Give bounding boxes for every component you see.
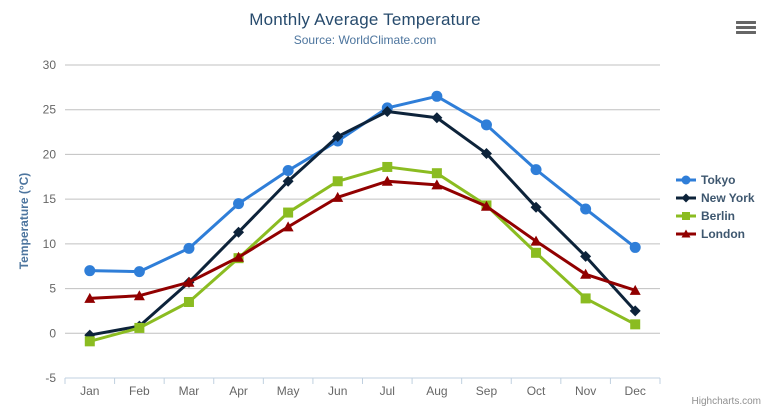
chart-title: Monthly Average Temperature xyxy=(249,10,481,29)
circle-marker xyxy=(629,241,641,253)
circle-marker xyxy=(431,90,443,102)
series-new-york xyxy=(84,106,641,341)
x-tick-label: Jan xyxy=(80,384,99,398)
diamond-marker xyxy=(282,175,294,187)
export-menu-button[interactable] xyxy=(735,20,757,36)
triangle-marker xyxy=(133,290,145,301)
legend-item-new-york[interactable]: New York xyxy=(676,189,755,207)
series-line-new-york xyxy=(88,110,637,337)
series-tokyo xyxy=(84,90,641,278)
square-marker xyxy=(84,336,95,347)
triangle-marker xyxy=(183,276,195,287)
hamburger-icon xyxy=(736,21,756,35)
legend-label: Tokyo xyxy=(701,173,736,187)
diamond-marker xyxy=(629,305,641,317)
x-tick-label: Feb xyxy=(129,384,150,398)
series-line-london xyxy=(88,179,637,300)
square-marker xyxy=(134,322,145,333)
circle-marker xyxy=(580,203,592,215)
diamond-marker xyxy=(530,201,542,213)
circle-marker xyxy=(133,266,145,278)
x-tick-label: Sep xyxy=(476,384,498,398)
square-marker xyxy=(183,296,194,307)
y-tick-label: 15 xyxy=(43,192,57,206)
square-marker xyxy=(531,247,542,258)
circle-marker xyxy=(183,242,195,254)
diamond-marker xyxy=(431,112,443,124)
series-line-berlin xyxy=(88,165,637,343)
diamond-marker-icon xyxy=(676,193,696,203)
legend-label: London xyxy=(701,227,745,241)
y-tick-label: 30 xyxy=(43,58,57,72)
x-tick-label: Oct xyxy=(527,384,546,398)
x-tick-label: Jun xyxy=(328,384,347,398)
triangle-marker xyxy=(431,179,443,190)
circle-marker xyxy=(480,119,492,131)
diamond-marker xyxy=(580,250,592,262)
y-tick-label: 0 xyxy=(49,326,56,340)
circle-marker xyxy=(530,164,542,176)
series-london xyxy=(84,175,641,303)
x-tick-label: May xyxy=(277,384,300,398)
circle-marker xyxy=(681,175,691,185)
square-marker xyxy=(682,212,690,220)
legend-item-london[interactable]: London xyxy=(676,225,755,243)
circle-marker-icon xyxy=(676,175,696,185)
y-tick-label: 20 xyxy=(43,147,57,161)
square-marker-icon xyxy=(676,212,696,220)
chart-subtitle: Source: WorldClimate.com xyxy=(293,33,437,47)
x-tick-label: Nov xyxy=(575,384,596,398)
highcharts-credit-link[interactable]: Highcharts.com xyxy=(691,396,761,407)
legend: Tokyo New York Berlin London xyxy=(676,171,755,243)
triangle-marker-icon xyxy=(676,229,696,238)
diamond-marker xyxy=(332,131,344,143)
square-marker xyxy=(332,176,343,187)
square-marker xyxy=(580,293,591,304)
y-tick-label: 25 xyxy=(43,103,57,117)
circle-marker xyxy=(233,198,245,210)
square-marker xyxy=(431,168,442,179)
triangle-marker xyxy=(580,268,592,279)
square-marker xyxy=(630,319,641,330)
square-marker xyxy=(283,207,294,218)
x-tick-label: Dec xyxy=(625,384,646,398)
triangle-marker xyxy=(84,292,96,303)
triangle-marker xyxy=(530,235,542,246)
legend-label: New York xyxy=(701,191,755,205)
diamond-marker xyxy=(381,106,393,118)
circle-marker xyxy=(84,265,96,277)
y-tick-label: 5 xyxy=(49,282,56,296)
y-tick-label: 10 xyxy=(43,237,57,251)
triangle-marker xyxy=(233,251,245,262)
triangle-marker xyxy=(381,175,393,186)
triangle-marker xyxy=(282,221,294,232)
triangle-marker xyxy=(629,284,641,295)
legend-label: Berlin xyxy=(701,209,736,223)
triangle-marker xyxy=(681,229,691,238)
x-tick-label: Jul xyxy=(380,384,395,398)
legend-item-berlin[interactable]: Berlin xyxy=(676,207,755,225)
square-marker xyxy=(382,161,393,172)
diamond-marker xyxy=(233,226,245,238)
triangle-marker xyxy=(332,191,344,202)
x-tick-label: Mar xyxy=(179,384,200,398)
diamond-marker xyxy=(681,193,691,203)
diamond-marker xyxy=(480,148,492,160)
x-tick-label: Aug xyxy=(426,384,447,398)
x-tick-label: Apr xyxy=(229,384,248,398)
y-tick-label: -5 xyxy=(45,371,56,385)
triangle-marker xyxy=(480,200,492,211)
circle-marker xyxy=(282,165,294,177)
legend-item-tokyo[interactable]: Tokyo xyxy=(676,171,755,189)
